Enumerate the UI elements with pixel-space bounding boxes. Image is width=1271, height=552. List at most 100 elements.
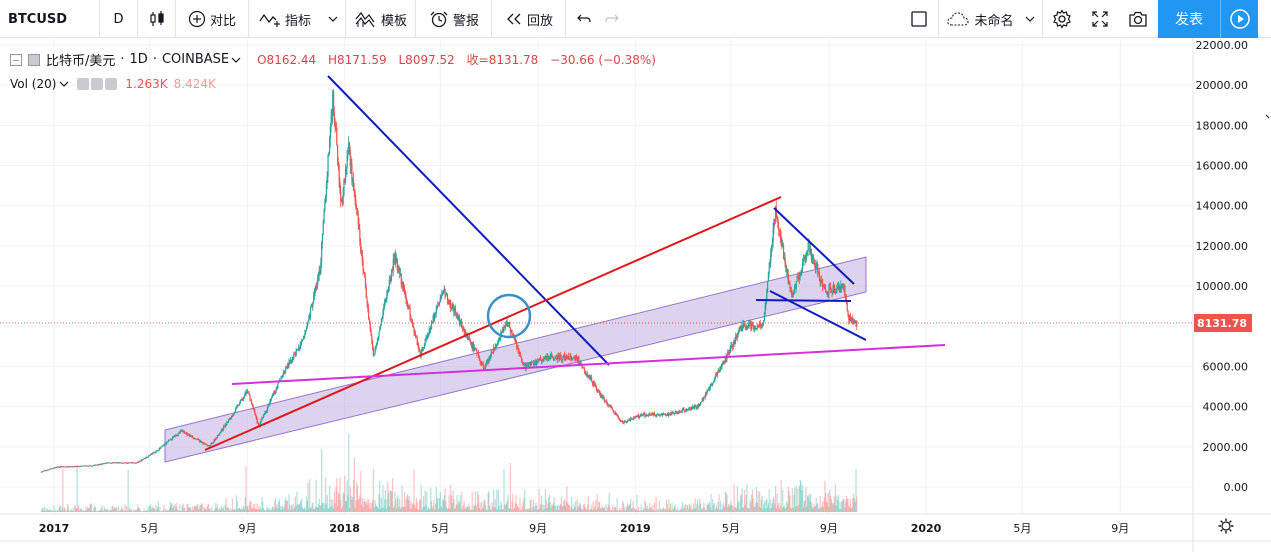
chevron-down-icon[interactable] xyxy=(59,80,69,88)
redo-button[interactable] xyxy=(598,0,626,38)
candle-body xyxy=(200,441,203,443)
volume-bar xyxy=(44,510,46,512)
volume-bar xyxy=(435,487,437,512)
candle-body xyxy=(720,367,722,370)
blue-trendline-main[interactable] xyxy=(327,75,610,366)
volume-bar xyxy=(498,505,500,512)
parallel-channel[interactable] xyxy=(164,256,867,463)
candle-body xyxy=(810,249,813,260)
candle-body xyxy=(828,289,830,295)
candle-body xyxy=(514,337,516,341)
volume-bar xyxy=(778,503,780,512)
volume-bar xyxy=(52,510,54,512)
indicators-button[interactable]: 指标 xyxy=(250,0,320,38)
chart-type-button[interactable] xyxy=(138,0,175,38)
publish-button[interactable]: 发表 xyxy=(1158,0,1220,38)
interval-selector[interactable]: D xyxy=(113,11,124,27)
layout-dropdown[interactable] xyxy=(1020,0,1040,38)
candle-body xyxy=(354,191,356,201)
volume-bar xyxy=(425,505,427,512)
candle-body xyxy=(58,466,60,468)
snapshot-button[interactable] xyxy=(1120,0,1156,38)
volume-bar xyxy=(570,506,572,512)
volume-bar xyxy=(254,509,257,512)
volume-bar xyxy=(190,508,192,512)
volume-bar xyxy=(145,510,148,512)
blue-wedge-upper[interactable] xyxy=(773,207,855,285)
candle-body xyxy=(791,294,793,298)
price-chart[interactable]: 22000.0020000.0018000.0016000.0014000.00… xyxy=(0,38,1271,552)
candle-body xyxy=(301,339,304,341)
templates-button[interactable]: 模板 xyxy=(348,0,414,38)
candle-body xyxy=(230,418,232,420)
volume-bar xyxy=(728,506,731,512)
candle-body xyxy=(641,414,643,415)
volume-bar xyxy=(636,494,638,512)
candle-body xyxy=(626,421,628,423)
price-axis[interactable]: 22000.0020000.0018000.0016000.0014000.00… xyxy=(1196,39,1249,494)
volume-bar xyxy=(285,497,287,512)
indicators-dropdown[interactable] xyxy=(322,0,344,38)
candle-body xyxy=(827,293,829,295)
candle-body xyxy=(366,297,368,303)
legend-title[interactable]: 比特币/美元 xyxy=(46,54,116,69)
gear-icon[interactable] xyxy=(91,78,104,90)
time-axis[interactable]: 2017 5月 9月 2018 5月 9月 2019 5月 9月 2020 5月 9月 xyxy=(39,522,1130,535)
alert-button[interactable]: 警报 xyxy=(418,0,490,38)
volume-bar xyxy=(168,510,170,512)
magenta-trendline[interactable] xyxy=(231,344,946,385)
replay-button[interactable]: 回放 xyxy=(494,0,564,38)
volume-bar xyxy=(68,511,70,512)
settings-button[interactable] xyxy=(1044,0,1080,38)
volume-bar xyxy=(763,504,765,512)
volume-bar xyxy=(292,509,294,512)
candle-body xyxy=(606,402,609,406)
candle-body xyxy=(556,355,558,360)
volume-bar xyxy=(48,509,50,512)
red-trendline[interactable] xyxy=(204,196,782,451)
volume-bar xyxy=(833,496,836,512)
candle-body xyxy=(541,359,543,362)
candle-body xyxy=(231,415,234,417)
volume-bar xyxy=(423,496,425,512)
fullscreen-button[interactable] xyxy=(1082,0,1118,38)
close-icon[interactable] xyxy=(105,78,118,90)
highlight-circle[interactable] xyxy=(486,293,532,339)
compare-button[interactable]: 对比 xyxy=(176,0,248,38)
play-button[interactable] xyxy=(1220,0,1258,38)
eye-icon[interactable] xyxy=(77,78,90,90)
candle-body xyxy=(130,462,132,464)
volume-bar xyxy=(253,508,255,512)
candle-body xyxy=(430,329,432,330)
candle-body xyxy=(714,376,716,380)
volume-bar xyxy=(480,509,482,512)
candle-body xyxy=(655,415,657,416)
volume-bar xyxy=(128,509,130,512)
candle-body xyxy=(76,466,78,467)
volume-study-title[interactable]: Vol (20) xyxy=(10,77,57,91)
volume-bar xyxy=(212,511,214,512)
volume-bar xyxy=(181,505,183,512)
symbol-search[interactable]: BTCUSD xyxy=(8,11,68,27)
time-axis-settings-button[interactable] xyxy=(1218,518,1234,534)
candle-body xyxy=(95,464,97,466)
volume-bar xyxy=(477,495,480,512)
volume-bar xyxy=(510,508,512,512)
volume-bar xyxy=(828,507,830,512)
chevron-down-icon[interactable] xyxy=(231,56,241,64)
volume-bar xyxy=(182,503,184,512)
volume-bar xyxy=(750,502,752,512)
collapse-legend-button[interactable] xyxy=(10,53,22,66)
candle-body xyxy=(408,307,410,309)
blue-horizontal-line[interactable] xyxy=(755,299,852,302)
volume-bar xyxy=(210,510,212,512)
current-price-tag xyxy=(1194,314,1252,332)
volume-bar xyxy=(700,508,703,512)
volume-bar xyxy=(440,506,442,512)
undo-button[interactable] xyxy=(570,0,598,38)
blue-wedge-lower[interactable] xyxy=(769,290,867,341)
volume-bar xyxy=(589,509,591,512)
layout-name-button[interactable]: 未命名 xyxy=(942,0,1018,38)
volume-bar xyxy=(533,508,535,512)
fullscreen-toggle[interactable] xyxy=(904,0,934,38)
